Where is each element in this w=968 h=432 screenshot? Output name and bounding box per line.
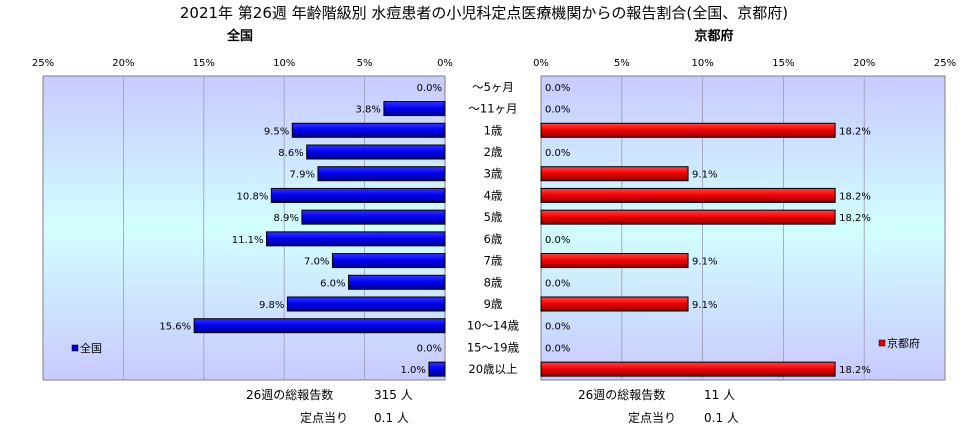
left-data-label: 8.6%	[278, 148, 303, 159]
right-tick-labels: 0% 5% 10% 15% 20% 25%	[533, 58, 956, 69]
right-data-label: 18.2%	[839, 191, 871, 202]
right-data-label: 0.0%	[545, 105, 570, 116]
right-tick-label: 0%	[533, 58, 549, 69]
left-bar	[383, 101, 446, 117]
right-per-value: 0.1 人	[704, 411, 739, 425]
left-bar	[306, 144, 446, 160]
category-label: 1歳	[484, 123, 503, 137]
category-label: 3歳	[484, 167, 503, 181]
right-data-label: 0.0%	[545, 343, 570, 354]
right-panel-title: 京都府	[694, 28, 733, 44]
right-data-label: 9.1%	[692, 300, 717, 311]
right-tick-label: 5%	[614, 58, 630, 69]
right-data-label: 18.2%	[839, 213, 871, 224]
category-label: 4歳	[484, 188, 503, 202]
category-label: 8歳	[484, 275, 503, 289]
left-data-label: 7.9%	[290, 170, 315, 181]
right-total-value: 11 人	[704, 388, 735, 402]
left-bar	[270, 187, 446, 203]
right-bar	[540, 296, 689, 312]
right-tick-label: 25%	[934, 58, 956, 69]
right-bar	[540, 209, 836, 225]
left-legend: 全国	[71, 341, 102, 355]
left-bar	[266, 231, 446, 247]
left-data-label: 3.8%	[355, 105, 380, 116]
left-data-label: 15.6%	[159, 322, 191, 333]
right-bar	[540, 253, 689, 269]
right-data-label: 0.0%	[545, 235, 570, 246]
right-data-label: 18.2%	[839, 126, 871, 137]
left-data-label: 11.1%	[232, 235, 264, 246]
left-bar	[193, 318, 446, 334]
left-data-label: 6.0%	[320, 278, 345, 289]
category-label: 7歳	[484, 254, 503, 268]
left-bar	[348, 274, 446, 290]
category-label: 〜11ヶ月	[468, 102, 517, 116]
left-data-label: 9.5%	[264, 126, 289, 137]
right-data-label: 18.2%	[839, 365, 871, 376]
right-tick-label: 10%	[691, 58, 713, 69]
left-data-label: 0.0%	[417, 343, 442, 354]
left-tick-label: 20%	[112, 58, 134, 69]
left-bar	[428, 361, 446, 377]
left-legend-swatch	[71, 344, 79, 352]
left-legend-label: 全国	[80, 341, 102, 355]
right-data-label: 9.1%	[692, 170, 717, 181]
right-bar	[540, 361, 836, 377]
left-bar	[301, 209, 446, 225]
right-bars: 0.0% 0.0% 18.2% 0.0% 9.1% 18.2% 18.2% 0.0% 9.1% 0…	[540, 83, 871, 377]
left-tick-label: 5%	[357, 58, 373, 69]
left-data-label: 9.8%	[259, 300, 284, 311]
right-data-label: 0.0%	[545, 148, 570, 159]
right-plot-area	[540, 75, 946, 381]
left-per-label: 定点当り	[300, 410, 348, 425]
category-label: 2歳	[484, 145, 503, 159]
left-data-label: 7.0%	[304, 257, 329, 268]
left-bar	[291, 122, 446, 138]
category-label: 20歳以上	[468, 362, 517, 376]
category-label: 15〜19歳	[467, 340, 520, 354]
category-label: 〜5ヶ月	[472, 80, 514, 94]
category-labels: 〜5ヶ月〜11ヶ月 1歳 2歳 3歳 4歳 5歳 6歳 7歳 8歳 9歳 10〜14歳 15〜19歳 2…	[467, 80, 520, 376]
right-legend-label: 京都府	[887, 336, 920, 350]
left-tick-labels: 0% 5% 10% 15% 20% 25%	[32, 58, 453, 69]
right-bar	[540, 122, 836, 138]
right-per-label: 定点当り	[628, 410, 676, 425]
category-label: 10〜14歳	[467, 319, 520, 333]
right-legend-swatch	[878, 339, 886, 347]
category-label: 5歳	[484, 210, 503, 224]
left-tick-label: 25%	[32, 58, 54, 69]
right-tick-label: 15%	[772, 58, 794, 69]
left-total-value: 315 人	[374, 388, 413, 402]
right-data-label: 0.0%	[545, 322, 570, 333]
left-total-label: 26週の総報告数	[246, 387, 333, 402]
right-legend: 京都府	[878, 336, 920, 350]
left-tick-label: 0%	[437, 58, 453, 69]
right-data-label: 0.0%	[545, 83, 570, 94]
right-total-label: 26週の総報告数	[578, 387, 665, 402]
left-panel-title: 全国	[226, 28, 253, 44]
left-data-label: 8.9%	[273, 213, 298, 224]
right-data-label: 9.1%	[692, 257, 717, 268]
category-label: 6歳	[484, 232, 503, 246]
right-bar	[540, 187, 836, 203]
left-tick-label: 15%	[193, 58, 215, 69]
left-bar	[331, 253, 446, 269]
left-tick-label: 10%	[273, 58, 295, 69]
left-data-label: 1.0%	[401, 365, 426, 376]
left-bar	[317, 166, 446, 182]
right-bar	[540, 166, 689, 182]
left-data-label: 0.0%	[417, 83, 442, 94]
left-bar	[286, 296, 446, 312]
chart-title: 2021年 第26週 年齢階級別 水痘患者の小児科定点医療機関からの報告割合(全…	[180, 4, 788, 22]
left-plot-area	[42, 75, 446, 381]
left-per-value: 0.1 人	[374, 411, 409, 425]
right-data-label: 0.0%	[545, 278, 570, 289]
category-label: 9歳	[484, 297, 503, 311]
right-tick-label: 20%	[853, 58, 875, 69]
left-bars: 0.0% 3.8% 9.5% 8.6% 7.9% 10.8% 8.9% 11.1% 7.0% 6.…	[159, 83, 446, 377]
left-data-label: 10.8%	[237, 191, 269, 202]
